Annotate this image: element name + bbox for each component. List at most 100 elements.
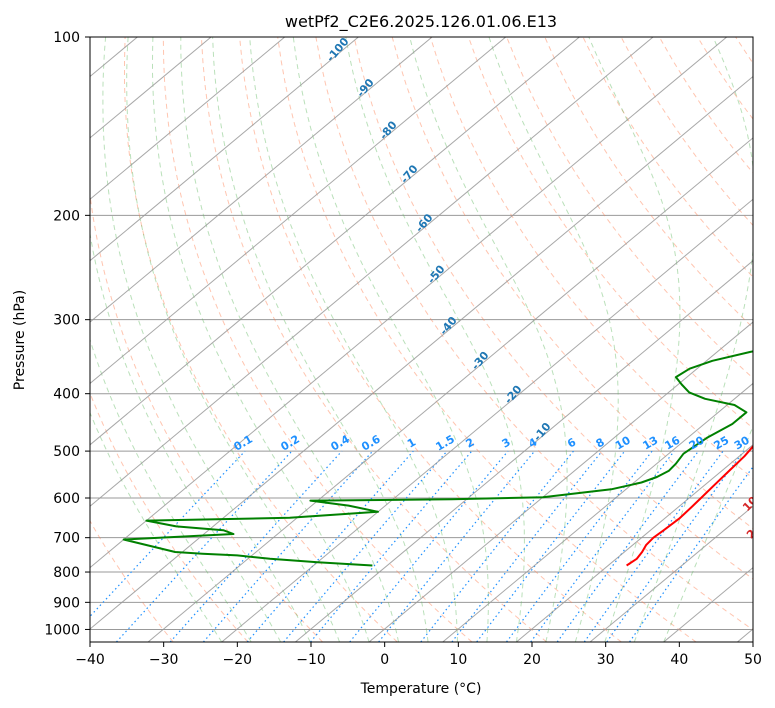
isotherm-line [737,628,753,642]
dry-adiabat-label: 30 [750,553,770,573]
dry-adiabat [697,37,753,120]
isotherm-label: -90 [354,76,377,100]
dewpoint-profile [122,350,753,567]
mixing-ratio-label: 3 [500,436,513,451]
isotherm-line [221,198,753,642]
moist-adiabat [126,37,341,642]
isotherm-line [90,37,359,262]
isotherm-line [90,37,580,446]
dry-adiabat-label: 10 [740,494,760,514]
dry-adiabat [544,37,753,329]
moist-adiabat [588,37,681,642]
isotherm-line [295,260,753,642]
y-tick-label: 200 [53,208,80,224]
moist-adiabat [90,230,282,642]
x-tick-label: 40 [670,652,688,668]
temperature-profile [626,444,753,567]
moist-adiabat [633,37,753,642]
isotherm-line [663,566,753,642]
isotherm-line [147,137,753,642]
y-tick-label: 400 [53,387,80,403]
isotherm-label: -100 [324,35,352,65]
moist-adiabat [90,411,223,642]
chart-title: wetPf2_C2E6.2025.126.01.06.E13 [285,12,557,32]
x-tick-label: −10 [296,652,326,668]
moist-adiabat [488,37,619,642]
dry-adiabat-label: 20 [744,521,764,541]
mixing-ratio-label: 0.6 [359,432,383,453]
dry-adiabat [277,37,697,642]
mixing-ratio-line [283,450,448,642]
mixing-ratio-line [115,450,293,642]
y-axis-label: Pressure (hPa) [12,290,28,390]
mixing-ratio-label: 36 [753,433,773,452]
y-tick-label: 700 [53,531,80,547]
x-tick-label: 0 [380,652,389,668]
y-tick-label: 300 [53,313,80,329]
mixing-ratio-line [169,450,343,642]
moist-adiabat [152,37,370,642]
y-tick-label: 500 [53,444,80,460]
mixing-ratio-line [583,450,724,642]
x-tick-label: 50 [744,652,762,668]
isotherm-line [90,75,753,630]
plot-frame [89,36,754,643]
y-tick-label: 600 [53,491,80,507]
dry-adiabat [735,37,753,65]
dry-adiabat [315,37,753,631]
mixing-ratio-label: 2 [463,436,476,451]
mixing-ratio-label: 16 [663,433,683,452]
moist-adiabat [663,425,753,642]
x-tick-label: −30 [149,652,179,668]
dry-adiabat [353,37,753,580]
mixing-ratio-line [202,450,374,642]
x-tick-label: 20 [523,652,541,668]
isotherm-line [589,505,753,642]
dry-adiabat [200,37,548,642]
isotherm-line [0,37,64,642]
isotherm-line [516,444,753,642]
moist-adiabat [249,37,458,642]
isotherm-label: -40 [437,314,460,338]
dry-adiabat [620,37,753,227]
dry-adiabat [90,391,249,642]
isotherm-label: -80 [377,118,400,142]
mixing-ratio-line [606,450,745,642]
moist-adiabat [292,37,489,642]
mixing-ratio-label: 25 [711,434,731,453]
isotherm-line [442,382,753,642]
mixing-ratio-label: 6 [565,435,578,450]
mixing-ratio-label: 0.1 [232,433,255,454]
isotherm-label: -50 [425,262,448,286]
sounding-profiles [122,350,753,567]
dry-adiabat [658,37,753,174]
dry-adiabat [468,37,753,429]
mixing-ratio-label: 0.2 [278,433,301,454]
isotherm-label: -60 [413,211,436,235]
isotherm-label: -30 [469,349,492,373]
isotherm-label: -70 [398,162,421,186]
mixing-ratio-line [420,450,574,642]
moist-adiabat [212,37,429,642]
isotherm-line [90,37,212,139]
isotherm-line [90,37,433,323]
moist-adiabat [90,338,252,642]
mixing-ratio-line [506,450,653,642]
dry-adiabat [90,191,323,642]
isotherm-line [368,321,753,642]
dry-adiabat-label: 40 [764,578,775,598]
mixing-ratio-label: 0.4 [328,432,352,453]
background-lines [0,37,753,642]
moist-adiabat [102,37,311,642]
y-tick-label: 1000 [44,622,80,638]
y-axis: 1000 900 800 700 600 500 400 300 200 100 [44,30,90,638]
isotherm-line [90,37,728,569]
x-axis-label: Temperature (°C) [360,681,482,697]
dry-adiabat [429,37,753,480]
dry-adiabat [124,37,398,642]
isotherm-line [90,37,286,200]
y-tick-label: 100 [53,30,80,46]
moist-adiabat [409,37,568,642]
moist-adiabat [345,37,525,642]
